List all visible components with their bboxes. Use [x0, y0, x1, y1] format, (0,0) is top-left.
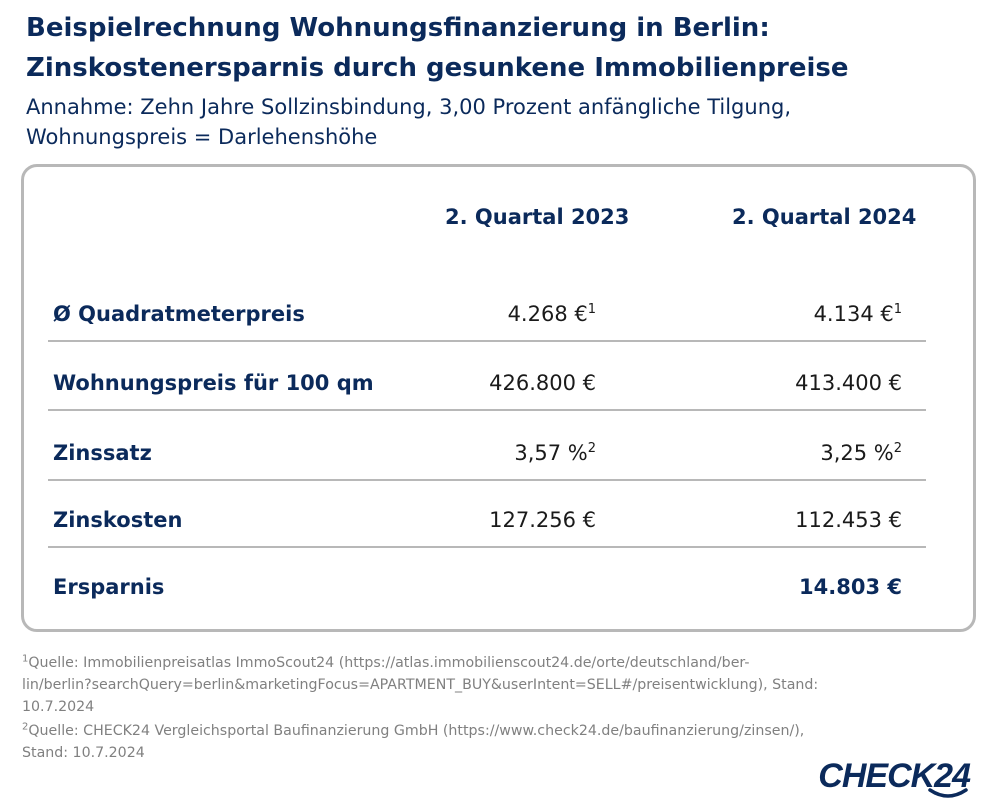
column-header-2024: 2. Quartal 2024 — [732, 205, 917, 229]
value-2023: 3,57 %2 — [514, 441, 596, 465]
row-label: Wohnungspreis für 100 qm — [53, 371, 374, 395]
column-header-2023: 2. Quartal 2023 — [445, 205, 630, 229]
value-2024: 14.803 € — [799, 575, 902, 599]
value-2024: 112.453 € — [795, 508, 902, 532]
footnote-2: 2Quelle: CHECK24 Vergleichsportal Baufin… — [22, 720, 982, 764]
footnote-1: 1Quelle: Immobilienpreisatlas ImmoScout2… — [22, 652, 982, 718]
footnote-line: 10.7.2024 — [22, 699, 95, 715]
footnote-line: Quelle: Immobilienpreisatlas ImmoScout24… — [28, 655, 750, 671]
table-row-zinssatz: Zinssatz 3,57 %2 3,25 %2 — [48, 429, 926, 481]
footnote-marker: 2 — [893, 441, 902, 456]
footnote-marker: 2 — [587, 441, 596, 456]
table-row-quadratmeterpreis: Ø Quadratmeterpreis 4.268 €1 4.134 €1 — [48, 290, 926, 342]
footnote-line: Quelle: CHECK24 Vergleichsportal Baufina… — [28, 723, 805, 739]
subtitle-line: Wohnungspreis = Darlehenshöhe — [26, 125, 378, 149]
footnote-line: Stand: 10.7.2024 — [22, 745, 145, 761]
comparison-table: 2. Quartal 2023 2. Quartal 2024 Ø Quadra… — [21, 164, 976, 632]
value-2024: 4.134 €1 — [813, 302, 902, 326]
check24-logo: CHECK24 — [818, 757, 971, 798]
table-row-zinskosten: Zinskosten 127.256 € 112.453 € — [48, 496, 926, 548]
value-2024: 3,25 %2 — [820, 441, 902, 465]
row-label: Ersparnis — [53, 575, 165, 599]
footnote-marker: 1 — [587, 302, 596, 317]
row-label: Zinssatz — [53, 441, 152, 465]
row-label: Ø Quadratmeterpreis — [53, 302, 305, 326]
check24-swoosh-icon — [928, 788, 968, 798]
title-line: Beispielrechnung Wohnungsfinanzierung in… — [26, 13, 770, 43]
value-2023: 4.268 €1 — [507, 302, 596, 326]
subtitle: Annahme: Zehn Jahre Sollzinsbindung, 3,0… — [26, 92, 986, 152]
table-row-ersparnis: Ersparnis 14.803 € — [48, 563, 926, 613]
footnote-marker: 1 — [893, 302, 902, 317]
table-row-wohnungspreis: Wohnungspreis für 100 qm 426.800 € 413.4… — [48, 359, 926, 411]
row-label: Zinskosten — [53, 508, 183, 532]
footnote-line: lin/berlin?searchQuery=berlin&marketingF… — [22, 677, 819, 693]
value-2024: 413.400 € — [795, 371, 902, 395]
value-2023: 426.800 € — [489, 371, 596, 395]
page-title: Beispielrechnung Wohnungsfinanzierung in… — [26, 8, 986, 88]
subtitle-line: Annahme: Zehn Jahre Sollzinsbindung, 3,0… — [26, 95, 792, 119]
value-2023: 127.256 € — [489, 508, 596, 532]
footnote-mark: 2 — [22, 721, 29, 733]
footnote-mark: 1 — [22, 653, 29, 665]
footnotes: 1Quelle: Immobilienpreisatlas ImmoScout2… — [22, 652, 982, 766]
title-line: Zinskostenersparnis durch gesunkene Immo… — [26, 53, 849, 83]
logo-text: CHECK24 — [818, 757, 971, 795]
